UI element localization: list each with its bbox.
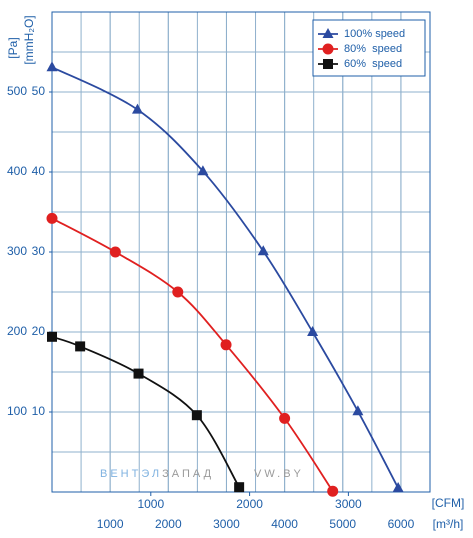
marker xyxy=(47,331,57,342)
y-tick-label: 200 xyxy=(7,324,27,338)
x2-tick-label: 1000 xyxy=(137,497,164,511)
marker xyxy=(75,341,86,352)
legend: 100% speed 80% speed 60% speed xyxy=(312,19,426,77)
x-tick-label: 6000 xyxy=(388,517,415,531)
x-tick-label: 2000 xyxy=(155,517,182,531)
marker xyxy=(352,405,364,416)
marker xyxy=(46,61,58,72)
legend-marker xyxy=(322,28,334,38)
x-tick-label: 3000 xyxy=(213,517,240,531)
marker xyxy=(257,245,269,256)
y-tick-label: 500 xyxy=(7,84,27,98)
y2-tick-label: 30 xyxy=(32,244,46,258)
marker xyxy=(234,482,245,493)
series-line xyxy=(51,66,399,489)
marker xyxy=(307,326,319,336)
x2-axis-label: [CFM] xyxy=(432,496,465,510)
marker xyxy=(279,412,291,424)
legend-label: 60% speed xyxy=(344,58,402,70)
marker xyxy=(220,339,232,351)
x-axis-label: [m³/h] xyxy=(433,517,464,531)
y-tick-label: 400 xyxy=(7,164,27,178)
legend-marker xyxy=(322,43,334,55)
y2-tick-label: 20 xyxy=(32,324,46,338)
y-axis-label: [Pa] xyxy=(6,37,20,58)
y2-tick-label: 10 xyxy=(32,404,46,418)
marker xyxy=(191,410,202,421)
y-tick-label: 300 xyxy=(7,244,27,258)
series-line xyxy=(51,217,334,492)
legend-marker xyxy=(323,59,333,69)
marker xyxy=(109,246,121,258)
marker xyxy=(131,103,143,114)
y-tick-label: 100 xyxy=(7,404,27,418)
watermark: ВЕНТЭЛЗАПАД VW.BY xyxy=(100,468,304,480)
marker xyxy=(327,485,339,497)
y2-tick-label: 40 xyxy=(32,164,46,178)
y2-tick-label: 50 xyxy=(32,84,46,98)
x-tick-label: 5000 xyxy=(329,517,356,531)
legend-label: 100% speed xyxy=(344,28,405,40)
legend-label: 80% speed xyxy=(344,43,402,55)
watermark-part: ВЕНТЭЛ xyxy=(100,468,162,480)
marker xyxy=(197,165,209,176)
marker xyxy=(392,482,404,492)
x2-tick-label: 3000 xyxy=(335,497,362,511)
marker xyxy=(133,368,144,379)
watermark-part: ЗАПАД xyxy=(162,468,214,480)
x-tick-label: 1000 xyxy=(97,517,124,531)
watermark-part: VW.BY xyxy=(254,468,304,480)
marker xyxy=(46,212,58,224)
x2-tick-label: 2000 xyxy=(236,497,263,511)
marker xyxy=(172,286,184,298)
x-tick-label: 4000 xyxy=(271,517,298,531)
y2-axis-label: [mmH₂O] xyxy=(22,15,36,64)
